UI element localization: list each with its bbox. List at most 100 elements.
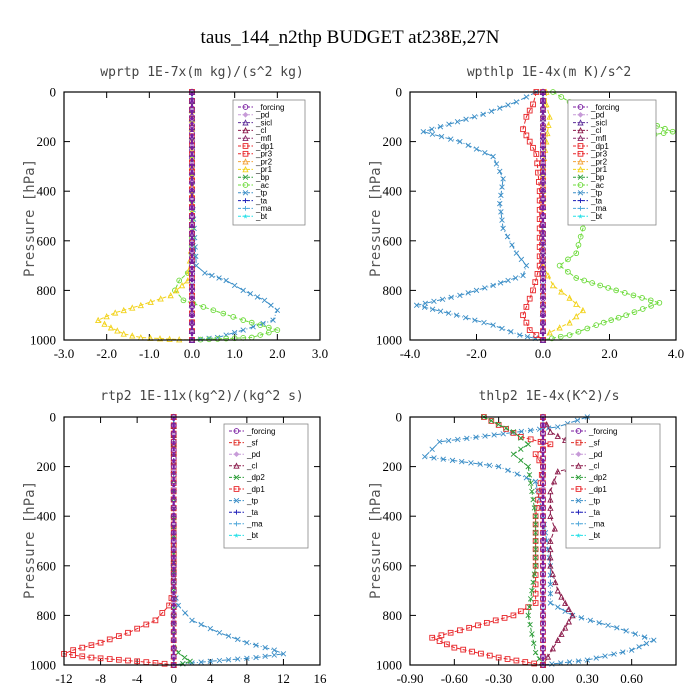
legend-label-ac: _ac bbox=[255, 181, 269, 190]
data-point-forcing bbox=[189, 279, 195, 285]
series-line-tp bbox=[173, 417, 286, 666]
data-point-dp1 bbox=[106, 656, 113, 662]
x-tick-label: -4.0 bbox=[400, 346, 421, 361]
data-point-tp bbox=[437, 124, 444, 130]
legend-marker-dp2 bbox=[233, 474, 240, 481]
legend-label-forcing: _forcing bbox=[588, 427, 617, 436]
y-tick-label: 0 bbox=[50, 85, 57, 100]
data-point-tp bbox=[454, 119, 461, 125]
data-point-pr1 bbox=[157, 295, 164, 302]
y-tick-label: 600 bbox=[37, 233, 57, 248]
data-point-cl bbox=[569, 611, 576, 619]
series-line-dp1 bbox=[430, 416, 552, 666]
data-point-dp1 bbox=[70, 652, 76, 658]
data-point-dp1 bbox=[532, 600, 539, 606]
data-point-forcing bbox=[189, 97, 195, 104]
data-point-cl bbox=[550, 478, 558, 485]
data-point-tp bbox=[280, 651, 287, 657]
legend-label-dp1: _dp1 bbox=[588, 485, 607, 494]
y-axis-label: Pressure [hPa] bbox=[368, 481, 384, 599]
data-point-tp bbox=[495, 463, 502, 470]
data-point-forcing bbox=[189, 105, 195, 112]
legend-marker-bt bbox=[243, 213, 248, 219]
data-point-forcing bbox=[189, 155, 195, 161]
data-point-pr1 bbox=[101, 320, 108, 327]
legend-label-sicl: _sicl bbox=[590, 118, 607, 127]
data-point-dp2 bbox=[532, 513, 539, 519]
data-point-dp2 bbox=[525, 612, 531, 619]
data-point-ac bbox=[573, 250, 580, 257]
data-point-dp1 bbox=[523, 304, 530, 310]
legend: _forcing _sf _pd _cl _dp2 _dp1 _tp _ta _ma _bt bbox=[565, 423, 661, 549]
data-point-dp1 bbox=[517, 608, 524, 615]
series-line-pr1 bbox=[96, 92, 193, 341]
data-point-dp2 bbox=[510, 451, 517, 457]
data-point-dp2 bbox=[531, 571, 538, 577]
x-tick-label: 1.0 bbox=[227, 346, 243, 361]
y-tick-label: 400 bbox=[383, 184, 403, 199]
x-tick-label: -4 bbox=[132, 671, 143, 686]
data-point-tp bbox=[623, 628, 629, 634]
data-point-tp bbox=[463, 116, 469, 122]
data-point-tp bbox=[244, 639, 250, 646]
data-point-cl bbox=[547, 496, 554, 503]
x-tick-label: 0.0 bbox=[184, 346, 200, 361]
data-point-tp bbox=[632, 631, 639, 637]
data-point-dp2 bbox=[526, 472, 533, 478]
data-point-ac bbox=[615, 314, 622, 321]
data-point-forcing bbox=[540, 122, 546, 128]
y-tick-label: 1000 bbox=[376, 333, 402, 348]
data-point-tp bbox=[611, 651, 617, 657]
panel-title: rtp2 1E-11x(kg^2)/(kg^2 s) bbox=[100, 389, 304, 404]
data-point-tp bbox=[445, 310, 452, 316]
data-point-tp bbox=[480, 111, 486, 118]
x-tick-label: -2.0 bbox=[96, 346, 117, 361]
data-point-dp1 bbox=[536, 225, 543, 232]
data-point-cl bbox=[544, 653, 552, 660]
data-point-dp1 bbox=[466, 624, 472, 631]
data-point-forcing bbox=[189, 304, 195, 310]
data-point-pr1 bbox=[556, 324, 563, 331]
data-point-tp bbox=[231, 329, 238, 336]
data-point-tp bbox=[413, 302, 420, 308]
data-point-tp bbox=[436, 439, 443, 445]
data-point-pr1 bbox=[112, 309, 119, 316]
y-tick-label: 600 bbox=[37, 558, 57, 573]
legend-marker-ma bbox=[576, 521, 581, 527]
x-tick-label: 3.0 bbox=[312, 346, 328, 361]
legend-label-cl: _cl bbox=[246, 462, 257, 471]
data-point-cl bbox=[554, 468, 561, 475]
data-point-tp bbox=[512, 275, 519, 281]
data-point-forcing bbox=[170, 645, 177, 652]
data-point-pr1 bbox=[546, 329, 553, 336]
data-point-dp1 bbox=[523, 113, 530, 120]
data-point-tp bbox=[532, 478, 539, 485]
data-point-tp bbox=[587, 617, 594, 624]
data-point-tp bbox=[270, 317, 276, 323]
data-point-tp bbox=[505, 102, 511, 108]
data-point-tp bbox=[261, 297, 268, 304]
data-point-dp1 bbox=[520, 126, 526, 133]
data-point-forcing bbox=[189, 320, 195, 327]
plot-area: -0.90 -0.60 -0.30 0.00 0.30 0.60 0 200 400 600 800… bbox=[376, 410, 677, 686]
data-point-tp bbox=[636, 644, 642, 650]
legend-marker-forcing bbox=[242, 104, 249, 110]
data-point-tp bbox=[198, 621, 204, 628]
data-point-tp bbox=[482, 433, 488, 439]
legend-box bbox=[567, 99, 657, 226]
data-point-ac bbox=[647, 297, 654, 304]
data-point-forcing bbox=[540, 204, 546, 211]
data-point-forcing bbox=[540, 97, 546, 104]
legend: _forcing_pd_sicl_cl_mfl_dp1_pr3_pr2_pr1_… bbox=[232, 99, 306, 226]
data-point-ac bbox=[220, 310, 227, 317]
data-point-tp bbox=[643, 640, 650, 647]
data-point-pr1 bbox=[120, 306, 127, 314]
data-point-dp1 bbox=[152, 617, 159, 624]
legend-marker-pr2 bbox=[577, 158, 584, 165]
x-tick-label: 4.0 bbox=[668, 346, 684, 361]
data-point-forcing bbox=[540, 180, 546, 186]
axes-frame bbox=[63, 91, 321, 341]
x-tick-label: 0.00 bbox=[532, 671, 555, 686]
x-tick-label: 16 bbox=[314, 671, 328, 686]
